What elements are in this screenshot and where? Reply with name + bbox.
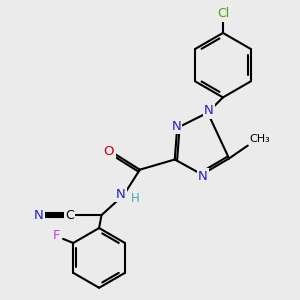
Text: N: N [34,209,43,222]
Text: N: N [171,120,181,133]
Text: Cl: Cl [217,8,229,20]
Text: N: N [198,169,208,183]
Text: C: C [65,209,74,222]
Text: N: N [116,188,125,201]
Text: N: N [204,104,214,118]
Text: F: F [53,229,61,242]
Text: H: H [131,192,140,206]
Text: CH₃: CH₃ [250,134,271,144]
Text: O: O [104,145,114,158]
